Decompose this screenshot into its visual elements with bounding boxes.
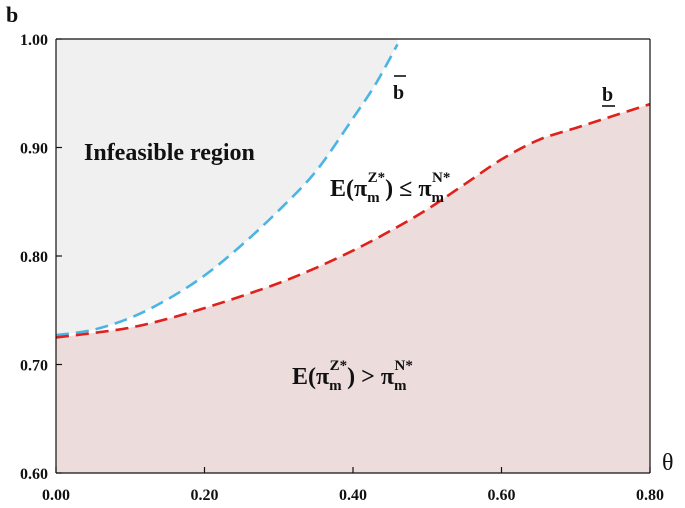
between-rhs-sup: N*	[432, 170, 450, 186]
below-rhs-sup: N*	[395, 358, 413, 374]
between-op: ≤	[399, 176, 412, 202]
y-axis-title: b	[6, 2, 18, 27]
y-tick-label: 0.90	[20, 141, 48, 158]
below-rhs-sub: m	[394, 378, 407, 394]
below-rhs: π	[381, 364, 394, 390]
between-rhs: π	[418, 176, 431, 202]
between-lhs: E(π	[330, 176, 367, 202]
axis-ticks: 0.00 0.20 0.40 0.60 0.80 0.60 0.70 0.80 0.90 1.00	[20, 32, 664, 504]
below-lhs: E(π	[292, 364, 329, 390]
between-lhs-sub: m	[367, 190, 380, 206]
x-tick-label: 0.40	[339, 487, 367, 504]
series-lower-bound-line	[55, 102, 651, 339]
infeasible-region-label: Infeasible region	[84, 140, 255, 166]
between-lhs-close: )	[385, 176, 393, 202]
y-tick-label: 0.60	[20, 466, 48, 483]
series-curves	[55, 43, 651, 339]
between-rhs-sub: m	[432, 190, 445, 206]
lower-bound-label: b	[602, 84, 615, 107]
below-lhs-close: )	[347, 364, 355, 390]
x-axis-title: θ	[662, 450, 674, 476]
below-op: >	[361, 364, 375, 390]
below-region-label: E(πmZ*) > πmN*	[292, 358, 413, 394]
infeasible-region-fill	[56, 39, 398, 336]
region-fills	[56, 39, 650, 473]
below-lhs-sub: m	[329, 378, 342, 394]
upper-bound-text: b	[393, 82, 404, 104]
series-upper-bound-line	[55, 43, 399, 337]
x-tick-label: 0.80	[636, 487, 664, 504]
x-tick-label: 0.20	[191, 487, 219, 504]
below-lhs-sup: Z*	[330, 358, 348, 374]
between-region-label: E(πmZ*) ≤ πmN*	[330, 170, 450, 206]
x-tick-label: 0.00	[42, 487, 70, 504]
svg-text:E(πmZ*)>πmN*: E(πmZ*) > πmN*	[292, 358, 413, 394]
y-tick-label: 0.80	[20, 249, 48, 266]
below-region-fill	[56, 104, 650, 473]
between-lhs-sup: Z*	[368, 170, 386, 186]
x-tick-label: 0.60	[488, 487, 516, 504]
y-tick-label: 0.70	[20, 358, 48, 375]
y-tick-label: 1.00	[20, 32, 48, 49]
svg-text:E(πmZ*)≤πmN*: E(πmZ*) ≤ πmN*	[330, 170, 450, 206]
upper-bound-label: b	[393, 75, 406, 104]
lower-bound-text: b	[602, 84, 613, 106]
